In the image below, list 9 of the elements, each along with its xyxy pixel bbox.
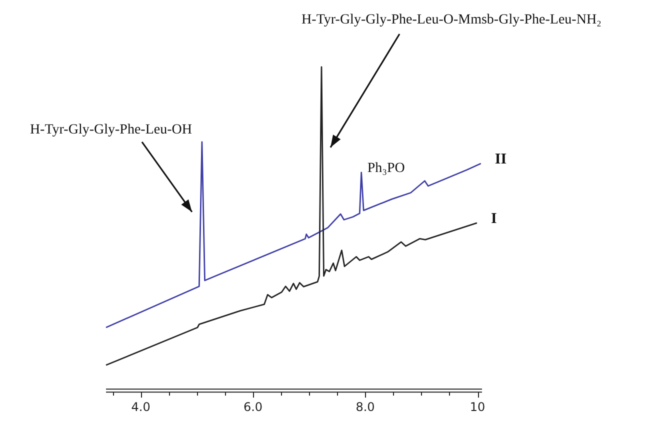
annotation: H-Tyr-Gly-Gly-Phe-Leu-OH (30, 122, 192, 138)
x-tick-label: 8.0 (356, 400, 375, 414)
x-tick-label: 10 (470, 400, 486, 414)
annotation: H-Tyr-Gly-Gly-Phe-Leu-O-Mmsb-Gly-Phe-Leu-NH₂ (302, 12, 602, 28)
x-tick-label: 4.0 (131, 400, 150, 414)
annotation: Ph₃PO (367, 161, 405, 176)
series-label: II (494, 151, 507, 168)
series-label: I (490, 210, 497, 227)
x-tick-label: 6.0 (243, 400, 263, 414)
